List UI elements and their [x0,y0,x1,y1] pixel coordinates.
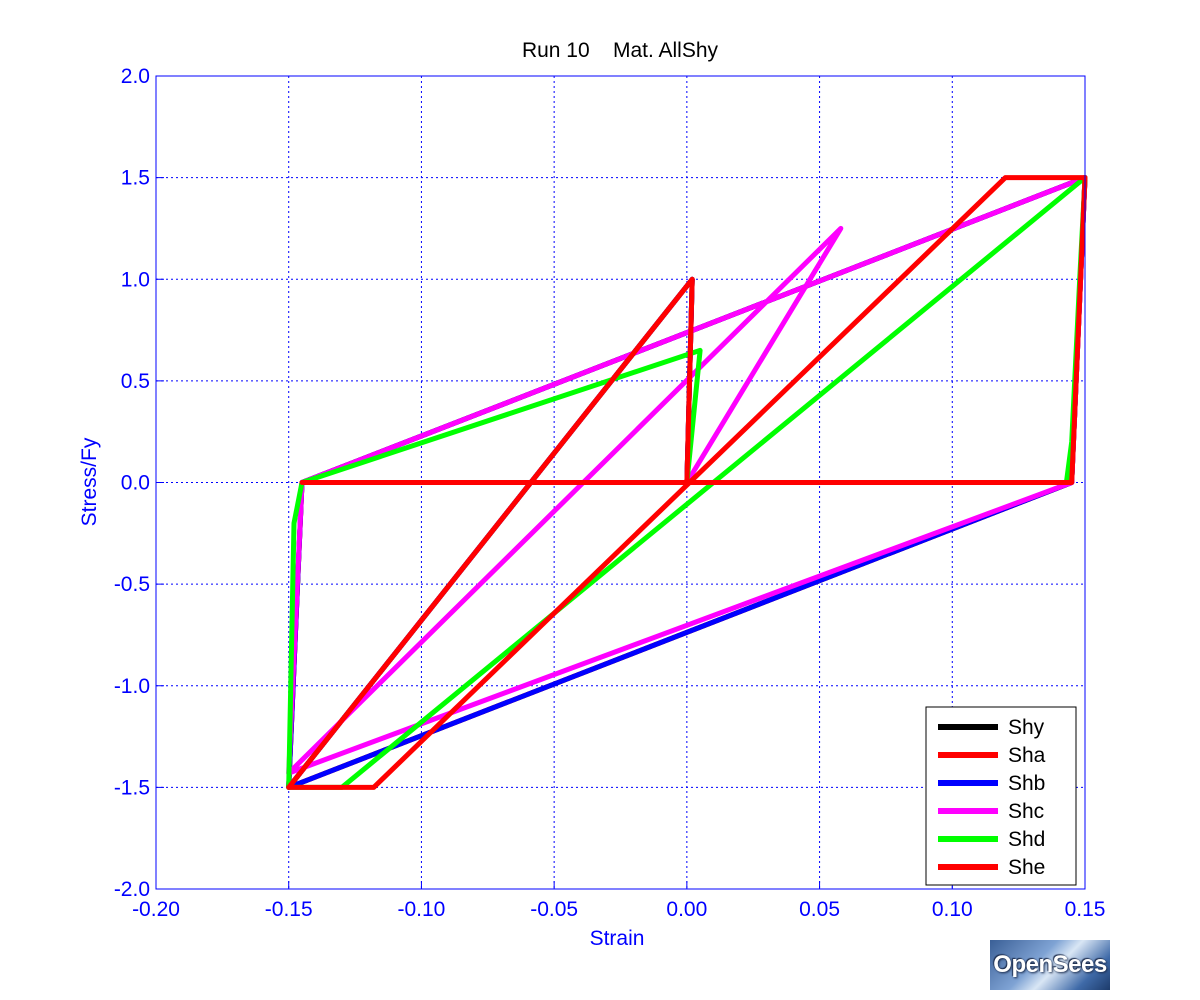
legend-label-shc: Shc [1008,800,1044,823]
y-tick-label: 1.5 [121,167,150,190]
y-axis-label: Stress/Fy [78,437,101,526]
legend-label-she: She [1008,856,1045,879]
legend-label-shy: Shy [1008,716,1045,739]
series-line-she [286,175,1088,790]
y-tick-label: 1.0 [121,268,150,291]
x-tick-label: -0.15 [265,898,313,921]
y-tick-label: 2.0 [121,65,150,88]
curves [286,175,1088,790]
x-tick-label: -0.10 [397,898,445,921]
x-tick-label: 0.00 [666,898,707,921]
y-tick-label: 0.0 [121,472,150,495]
x-tick-label: 0.10 [932,898,973,921]
opensees-logo: OpenSees [990,940,1110,990]
x-tick-label: 0.05 [799,898,840,921]
x-tick-label: 0.15 [1065,898,1106,921]
chart-title: Run 10 Mat. AllShy [522,39,719,62]
y-tick-label: 0.5 [121,370,150,393]
y-tick-label: -1.0 [114,675,150,698]
legend-box [925,706,1077,886]
y-ticks: 2.0 1.5 1.0 0.5 0.0 -0.5 -1.0 -1.5 -2.0 [114,65,164,901]
legend-label-shd: Shd [1008,828,1045,851]
legend-label-shb: Shb [1008,772,1045,795]
x-tick-label: -0.05 [530,898,578,921]
x-ticks: -0.20 -0.15 -0.10 -0.05 0.00 0.05 0.10 0.15 [132,881,1105,921]
legend: Shy Sha Shb Shc Shd She [925,706,1077,886]
x-axis-label: Strain [590,927,645,950]
legend-label-sha: Sha [1008,744,1046,767]
y-tick-label: -1.5 [114,776,150,799]
logo-text: OpenSees [993,951,1107,978]
y-tick-label: -0.5 [114,573,150,596]
x-tick-label: -0.20 [132,898,180,921]
y-tick-label: -2.0 [114,878,150,901]
